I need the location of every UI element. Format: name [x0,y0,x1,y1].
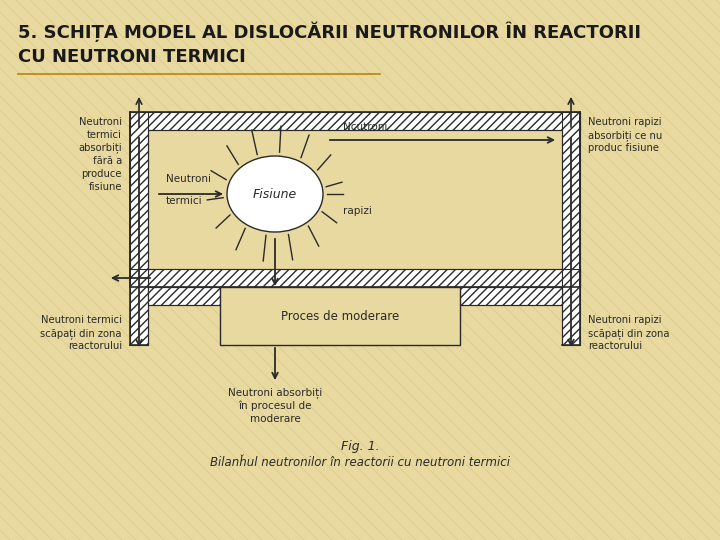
Text: Neutroni: Neutroni [166,174,211,184]
Text: Ncutroni: Ncutroni [343,122,387,132]
Text: Neutroni rapizi
absorbiți ce nu
produc fisiune: Neutroni rapizi absorbiți ce nu produc f… [588,117,662,153]
Bar [148,287,220,305]
Text: Proces de moderare: Proces de moderare [281,309,399,322]
Text: Neutroni
termici
absorbiți
fără a
produce
fisiune: Neutroni termici absorbiți fără a produc… [78,117,122,192]
Bar [562,269,580,345]
Bar [130,269,148,345]
Text: Fig. 1.: Fig. 1. [341,440,379,453]
Bar [148,130,562,269]
Bar [130,112,580,130]
Bar [130,112,580,287]
Text: Neutroni rapizi
scăpați din zona
reactorului: Neutroni rapizi scăpați din zona reactor… [588,315,670,352]
Text: Neutroni absorbiți
în procesul de
moderare: Neutroni absorbiți în procesul de modera… [228,387,322,424]
Bar [220,287,460,345]
Ellipse shape [227,156,323,232]
Text: Bilanȟul neutronilor în reactorii cu neutroni termici: Bilanȟul neutronilor în reactorii cu neu… [210,456,510,469]
Text: Neutroni termici
scăpați din zona
reactorului: Neutroni termici scăpați din zona reacto… [40,315,122,352]
Text: rapizi: rapizi [343,206,372,216]
Bar [130,112,148,287]
Bar [562,112,580,287]
Bar [130,269,580,287]
Bar [460,287,562,305]
Text: termici: termici [166,196,202,206]
Bar [148,130,562,269]
Text: CU NEUTRONI TERMICI: CU NEUTRONI TERMICI [18,48,246,66]
Text: Fisiune: Fisiune [253,187,297,200]
Text: 5. SCHIȚA MODEL AL DISLOCĂRII NEUTRONILOR ÎN REACTORII: 5. SCHIȚA MODEL AL DISLOCĂRII NEUTRONILO… [18,22,641,43]
